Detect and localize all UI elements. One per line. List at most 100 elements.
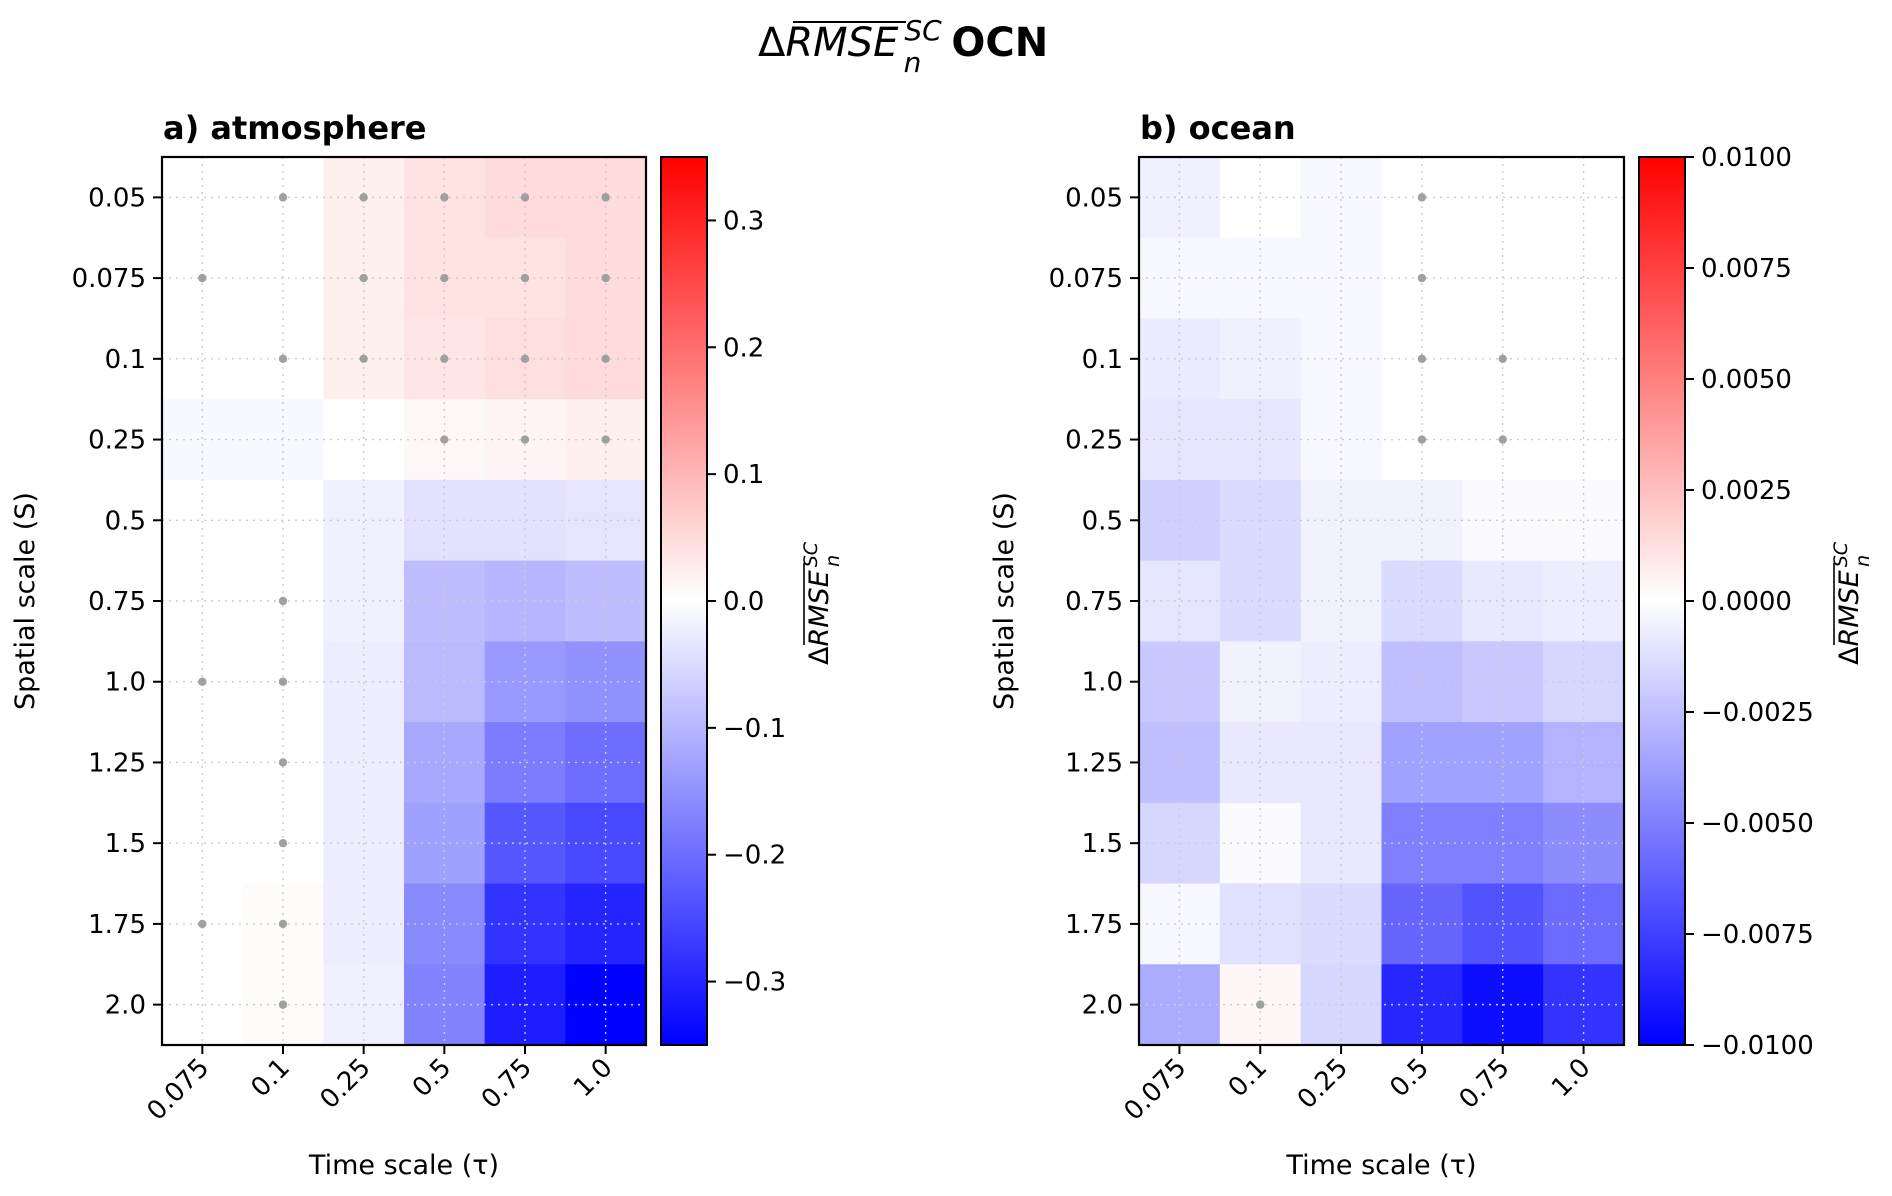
heatmap-cell	[484, 560, 566, 642]
heatmap-cell	[162, 399, 244, 481]
heatmap-cell	[484, 722, 566, 804]
heatmap-cell	[1543, 883, 1625, 965]
heatmap-cell	[323, 722, 405, 804]
colorbar-label-text: ΔRMSE SCn	[800, 541, 844, 665]
heatmap-cell	[1300, 318, 1383, 400]
x-tick-label: 0.5	[407, 1053, 457, 1103]
significance-dot	[601, 354, 610, 364]
y-tick-label: 2.0	[105, 991, 146, 1021]
y-tick-label: 0.05	[88, 183, 146, 213]
panel-title: b) ocean	[1140, 109, 1296, 147]
significance-dot	[278, 758, 288, 767]
colorbar-label-superscript: SC	[1830, 541, 1852, 567]
colorbar-tick-label: −0.0050	[1701, 809, 1814, 839]
colorbar-tick-label: −0.2	[723, 841, 786, 871]
heatmap-cell	[1543, 722, 1625, 804]
panel-title: a) atmosphere	[163, 109, 427, 147]
y-tick-label: 2.0	[1082, 991, 1123, 1021]
y-tick-label: 0.5	[1082, 506, 1123, 536]
heatmap-cell	[1300, 560, 1383, 642]
heatmap-cell	[404, 883, 486, 965]
significance-dot	[278, 838, 288, 848]
heatmap-cell	[565, 722, 647, 804]
significance-dot	[1417, 354, 1427, 364]
significance-dot	[601, 273, 610, 283]
significance-dot	[359, 193, 368, 202]
significance-dot	[278, 193, 288, 202]
y-tick-label: 0.1	[1082, 345, 1123, 375]
heatmap-cell	[404, 560, 486, 642]
colorbar-label-text: ΔRMSE SCn	[1830, 541, 1874, 665]
x-ticks: 0.075 0.1 0.25 0.5 0.75 1.0	[1119, 1045, 1597, 1127]
y-tick-label: 1.25	[88, 748, 146, 778]
y-tick-label: 0.075	[72, 264, 146, 294]
heatmap-cell	[323, 399, 405, 481]
significance-dot	[440, 354, 449, 364]
y-tick-label: 1.5	[105, 829, 146, 859]
heatmap-cell	[1381, 883, 1463, 965]
colorbar-tick-label: −0.3	[723, 968, 786, 998]
y-tick-label: 1.0	[105, 668, 146, 698]
heatmap-cell	[1219, 157, 1302, 239]
heatmap-cell	[1543, 318, 1625, 400]
significance-dot	[440, 435, 449, 444]
grid-lines	[162, 157, 646, 1045]
heatmap-cell	[565, 560, 647, 642]
significance-dot	[359, 354, 368, 364]
heatmap-cell	[565, 883, 647, 965]
heatmap-cell	[1139, 883, 1221, 965]
panel-ocean: b) ocean 0.05 0.075 0.1 0.25 0.5 0.75 1.0 1.25 1…	[989, 109, 1874, 1181]
y-tick-label: 1.5	[1082, 829, 1123, 859]
heatmap-cell	[1219, 722, 1302, 804]
heatmap-cell	[162, 722, 244, 804]
colorbar-label: ΔRMSE SCn	[1830, 541, 1874, 665]
heatmap-cell	[162, 560, 244, 642]
significance-dot	[601, 193, 610, 202]
heatmap-cell	[162, 157, 244, 239]
significance-dot	[1417, 435, 1427, 444]
significance-dot	[440, 193, 449, 202]
x-tick-label: 0.075	[141, 1053, 215, 1127]
colorbar-label-delta: Δ	[804, 646, 835, 665]
significance-dot	[520, 273, 530, 283]
main-title-metric: RMSE	[785, 20, 899, 66]
heatmap-cell	[1139, 722, 1221, 804]
y-ticks: 0.05 0.075 0.1 0.25 0.5 0.75 1.0 1.25 1.5 1.75 2.0	[1049, 183, 1139, 1021]
y-tick-label: 0.75	[1065, 587, 1123, 617]
x-tick-label: 0.75	[1454, 1053, 1516, 1115]
significance-dot	[278, 354, 288, 364]
significance-dot	[278, 919, 288, 929]
y-tick-label: 1.0	[1082, 668, 1123, 698]
colorbar-label-metric: RMSE	[1834, 570, 1865, 646]
y-tick-label: 0.5	[105, 506, 146, 536]
colorbar-tick-label: 0.0100	[1701, 143, 1792, 173]
significance-dot	[198, 919, 207, 929]
panel-atmosphere: a) atmosphere 0.05 0.075 0.1 0.25 0.5 0.75 1.0…	[10, 109, 844, 1181]
y-tick-label: 0.05	[1065, 183, 1123, 213]
colorbar-tick-label: 0.3	[723, 206, 764, 236]
y-tick-label: 0.75	[88, 587, 146, 617]
x-tick-label: 0.075	[1119, 1053, 1193, 1127]
y-axis-label: Spatial scale (S)	[989, 492, 1020, 710]
heatmap-cell	[1381, 560, 1463, 642]
heatmap-cell	[1219, 318, 1302, 400]
heatmap-cell	[484, 883, 566, 965]
heatmap-cell	[1300, 722, 1383, 804]
heatmap-cells	[1139, 157, 1625, 1046]
y-tick-label: 1.75	[88, 910, 146, 940]
x-tick-label: 0.5	[1384, 1053, 1434, 1103]
x-tick-label: 0.1	[1223, 1053, 1273, 1103]
main-title-math: ΔRMSE SC n OCN	[758, 14, 1048, 79]
colorbar-tick-label: 0.0	[723, 587, 764, 617]
heatmap-cell	[1139, 399, 1221, 481]
heatmap-cell	[1219, 883, 1302, 965]
significance-dot	[198, 677, 207, 686]
x-axis-label: Time scale (τ)	[308, 1150, 499, 1181]
colorbar-label-delta: Δ	[1834, 646, 1865, 665]
x-tick-label: 0.25	[314, 1053, 376, 1115]
colorbar-tick-label: 0.0025	[1701, 476, 1792, 506]
colorbar-label: ΔRMSE SCn	[800, 541, 844, 665]
x-tick-label: 0.1	[245, 1053, 295, 1103]
heatmap-cell	[1543, 560, 1625, 642]
heatmap-cell	[404, 722, 486, 804]
